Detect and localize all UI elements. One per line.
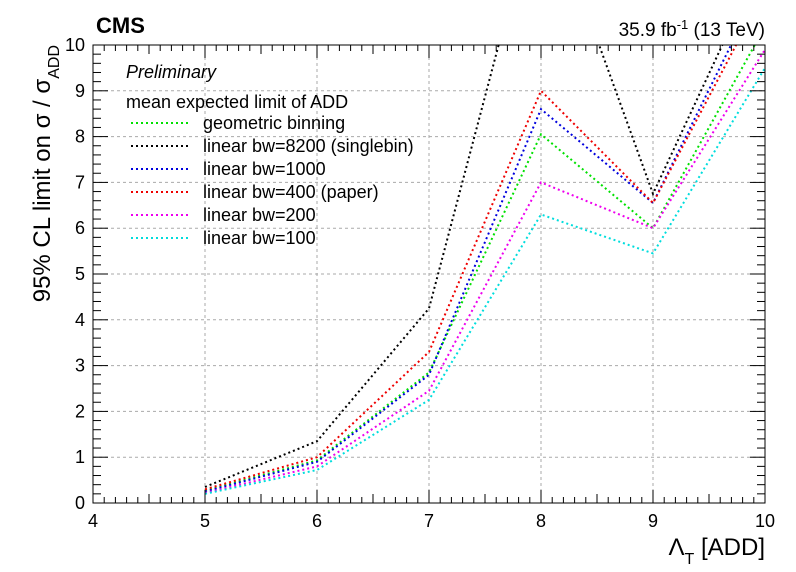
series-line-3 (204, 45, 733, 493)
y-tick-label: 6 (75, 218, 85, 238)
legend-label: linear bw=1000 (203, 159, 326, 179)
y-axis-title: 95% CL limit on σ / σADD (29, 45, 63, 302)
x-tick-label: 5 (200, 511, 210, 531)
y-tick-label: 5 (75, 264, 85, 284)
axis-ticks (92, 44, 766, 504)
legend-label: linear bw=400 (paper) (203, 182, 379, 202)
legend: geometric binning linear bw=8200 (singleb… (131, 113, 414, 248)
x-tick-label: 10 (755, 511, 775, 531)
series-line-2 (204, 45, 724, 488)
series-line-1 (204, 45, 756, 492)
x-tick-label: 9 (648, 511, 658, 531)
legend-label: linear bw=100 (203, 228, 316, 248)
y-tick-label: 7 (75, 172, 85, 192)
y-tick-label: 10 (65, 35, 85, 55)
grid-lines (93, 45, 765, 503)
y-tick-label: 2 (75, 401, 85, 421)
series-line-6 (204, 67, 765, 495)
tick-labels: 4 5 6 7 8 9 10 0 1 2 3 4 5 6 7 8 9 10 (65, 35, 775, 531)
preliminary-label: Preliminary (126, 62, 217, 82)
y-tick-label: 3 (75, 356, 85, 376)
legend-label: geometric binning (203, 113, 345, 133)
y-tick-label: 1 (75, 447, 85, 467)
x-tick-label: 4 (88, 511, 98, 531)
y-tick-label: 4 (75, 310, 85, 330)
series-line-5 (204, 49, 765, 494)
x-tick-label: 8 (536, 511, 546, 531)
y-tick-label: 0 (75, 493, 85, 513)
legend-label: linear bw=200 (203, 205, 316, 225)
series-lines (204, 45, 765, 495)
x-axis-title: ΛT [ADD] (669, 534, 766, 568)
x-tick-label: 6 (312, 511, 322, 531)
legend-label: linear bw=8200 (singlebin) (203, 136, 414, 156)
legend-title: mean expected limit of ADD (126, 92, 348, 112)
y-tick-label: 8 (75, 127, 85, 147)
luminosity-label: 35.9 fb-1 (13 TeV) (619, 17, 765, 42)
experiment-label: CMS (96, 13, 145, 38)
y-tick-label: 9 (75, 81, 85, 101)
x-tick-label: 7 (424, 511, 434, 531)
